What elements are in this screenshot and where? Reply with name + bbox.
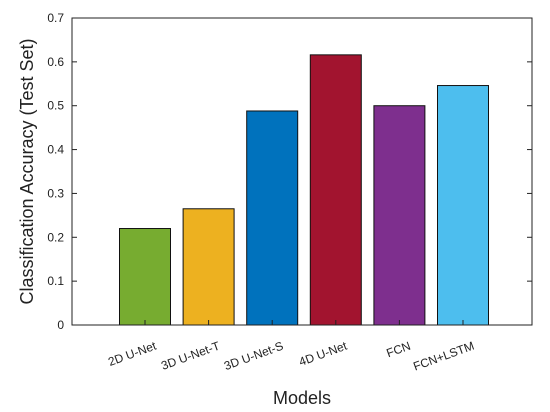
y-tick-label: 0.6	[47, 55, 64, 69]
x-tick-label: FCN	[384, 339, 412, 361]
bar-4d-u-net	[309, 54, 362, 326]
axes-box	[71, 17, 533, 326]
bar-fcn	[373, 105, 426, 326]
y-tick-label: 0.1	[47, 274, 64, 288]
x-tick-label: 3D U-Net-S	[222, 339, 285, 373]
y-tick-label: 0.2	[47, 230, 64, 244]
y-tick-label: 0.3	[47, 186, 64, 200]
x-tick-label: FCN+LSTM	[411, 339, 476, 374]
bar-3d-u-net-t	[182, 208, 235, 326]
y-axis-ticks: 0 0.1 0.2 0.3 0.4 0.5 0.6 0.7	[47, 11, 532, 332]
bars-group	[119, 54, 489, 326]
x-tick-label: 3D U-Net-T	[159, 338, 222, 372]
y-axis-label: Classification Accuracy (Test Set)	[17, 38, 37, 304]
y-tick-label: 0.5	[47, 99, 64, 113]
x-axis-label: Models	[273, 388, 331, 408]
y-tick-label: 0.4	[47, 143, 64, 157]
bar-fcn-lstm	[437, 85, 489, 326]
bar-2d-u-net	[119, 228, 171, 326]
y-tick-label: 0.7	[47, 11, 64, 25]
bar-3d-u-net-s	[246, 110, 299, 326]
x-tick-label: 4D U-Net	[297, 338, 349, 368]
y-tick-label: 0	[57, 318, 64, 332]
x-axis-ticks: 2D U-Net 3D U-Net-T 3D U-Net-S 4D U-Net FCNF…	[106, 320, 476, 374]
x-tick-label: 2D U-Net	[106, 338, 158, 368]
